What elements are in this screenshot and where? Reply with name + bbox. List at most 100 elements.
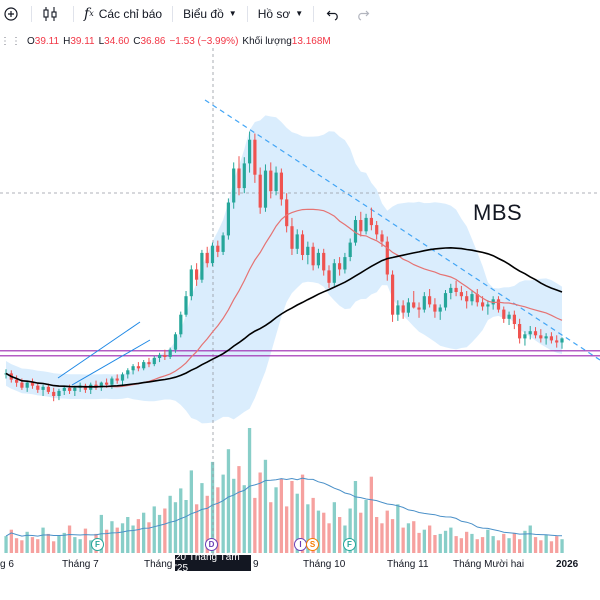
volume-bar: [338, 517, 342, 553]
event-marker-i[interactable]: I: [294, 538, 307, 551]
volume-bar: [14, 538, 19, 553]
volume-bar: [390, 519, 395, 553]
volume-bar: [9, 529, 13, 553]
candle-body: [502, 309, 506, 319]
volume-bar: [83, 528, 88, 553]
volume-bar: [163, 508, 167, 553]
volume-bar: [364, 500, 368, 553]
chart-menu-button[interactable]: Biểu đồ ▼: [177, 0, 243, 27]
candle-body: [168, 349, 172, 357]
volume-bar: [375, 517, 379, 553]
candle-body: [512, 314, 516, 324]
candle-body: [359, 220, 363, 232]
undo-button[interactable]: [318, 0, 348, 27]
candle-body: [417, 307, 421, 310]
candle-body: [73, 387, 77, 391]
volume-bar: [142, 512, 146, 553]
indicators-label: Các chỉ báo: [98, 6, 163, 21]
candle-body: [279, 172, 283, 200]
chevron-down-icon: ▼: [228, 9, 237, 18]
change-value: −1.53 (−3.99%): [169, 35, 239, 47]
volume-bar: [332, 502, 336, 553]
volume-bar: [438, 533, 442, 553]
volume-bar: [216, 487, 220, 553]
volume-bar: [136, 519, 140, 553]
volume-bar: [496, 540, 501, 553]
x-axis-label: Tháng 7: [62, 559, 99, 570]
candle-body: [83, 385, 87, 390]
open-label: O: [27, 35, 35, 47]
volume-value: 13.168M: [291, 35, 331, 47]
volume-bar: [369, 476, 373, 553]
volume-bar: [147, 522, 151, 553]
volume-bar: [110, 521, 114, 553]
candle-body: [232, 168, 236, 203]
volume-bar: [412, 521, 416, 553]
candle-body: [338, 263, 342, 270]
candle-body: [555, 340, 559, 343]
volume-bar: [30, 537, 35, 553]
candle-body: [343, 257, 347, 270]
candle-body: [528, 331, 532, 335]
volume-bar: [348, 508, 352, 553]
volume-bar: [449, 527, 453, 553]
candle-body: [179, 314, 183, 335]
candle-body: [15, 379, 19, 383]
candle-body: [391, 274, 395, 315]
chart-style-button[interactable]: [36, 0, 69, 27]
symbol-annotation[interactable]: MBS: [473, 200, 523, 225]
candle-body: [306, 246, 310, 255]
volume-bar: [470, 533, 474, 553]
volume-bar: [105, 529, 109, 553]
candle-body: [110, 378, 114, 385]
open-value: 39.11: [34, 35, 60, 47]
volume-bar: [226, 449, 231, 553]
candle-body: [173, 334, 178, 350]
high-value: 39.11: [70, 35, 95, 47]
high-label: H: [63, 35, 71, 47]
volume-bar: [560, 539, 564, 553]
volume-bar: [359, 512, 363, 553]
volume-bar: [539, 540, 543, 553]
candle-body: [41, 386, 45, 390]
candle-body: [184, 296, 188, 315]
candle-body: [523, 334, 527, 339]
drag-handle-icon[interactable]: ⋮⋮: [0, 35, 22, 47]
candle-body: [422, 296, 426, 310]
event-marker-s[interactable]: S: [306, 538, 319, 551]
toolbar-divider: [246, 5, 248, 22]
volume-bar: [544, 535, 548, 553]
channel-line-lower: [71, 339, 151, 386]
x-axis-label: 9: [253, 559, 259, 570]
volume-bar: [502, 533, 506, 553]
volume-bar: [475, 539, 479, 553]
event-marker-f[interactable]: F: [91, 538, 104, 551]
candle-body: [327, 270, 331, 283]
volume-bar: [120, 523, 125, 553]
event-marker-d[interactable]: D: [205, 538, 218, 551]
volume-bar: [78, 539, 82, 553]
low-label: L: [98, 35, 105, 47]
candle-body: [126, 370, 130, 375]
volume-bar: [247, 428, 252, 553]
candle-body: [295, 234, 299, 249]
volume-bar: [232, 478, 236, 553]
event-marker-f[interactable]: F: [343, 538, 356, 551]
toolbar-divider: [172, 5, 174, 22]
volume-bar: [518, 539, 522, 553]
candle-body: [449, 287, 453, 293]
compare-symbol-button[interactable]: [0, 0, 27, 27]
candle-body: [348, 242, 352, 257]
crosshair-date-label: 20 Tháng Tám '25: [175, 552, 251, 574]
volume-bar: [41, 527, 45, 553]
candle-body: [189, 269, 193, 297]
toolbar-divider: [31, 5, 32, 22]
volume-bar: [258, 472, 262, 553]
redo-button[interactable]: [348, 0, 378, 27]
profile-menu-button[interactable]: Hồ sơ ▼: [252, 0, 309, 27]
candle-body: [46, 386, 50, 392]
volume-bar: [428, 525, 432, 553]
volume-bar: [507, 538, 511, 553]
